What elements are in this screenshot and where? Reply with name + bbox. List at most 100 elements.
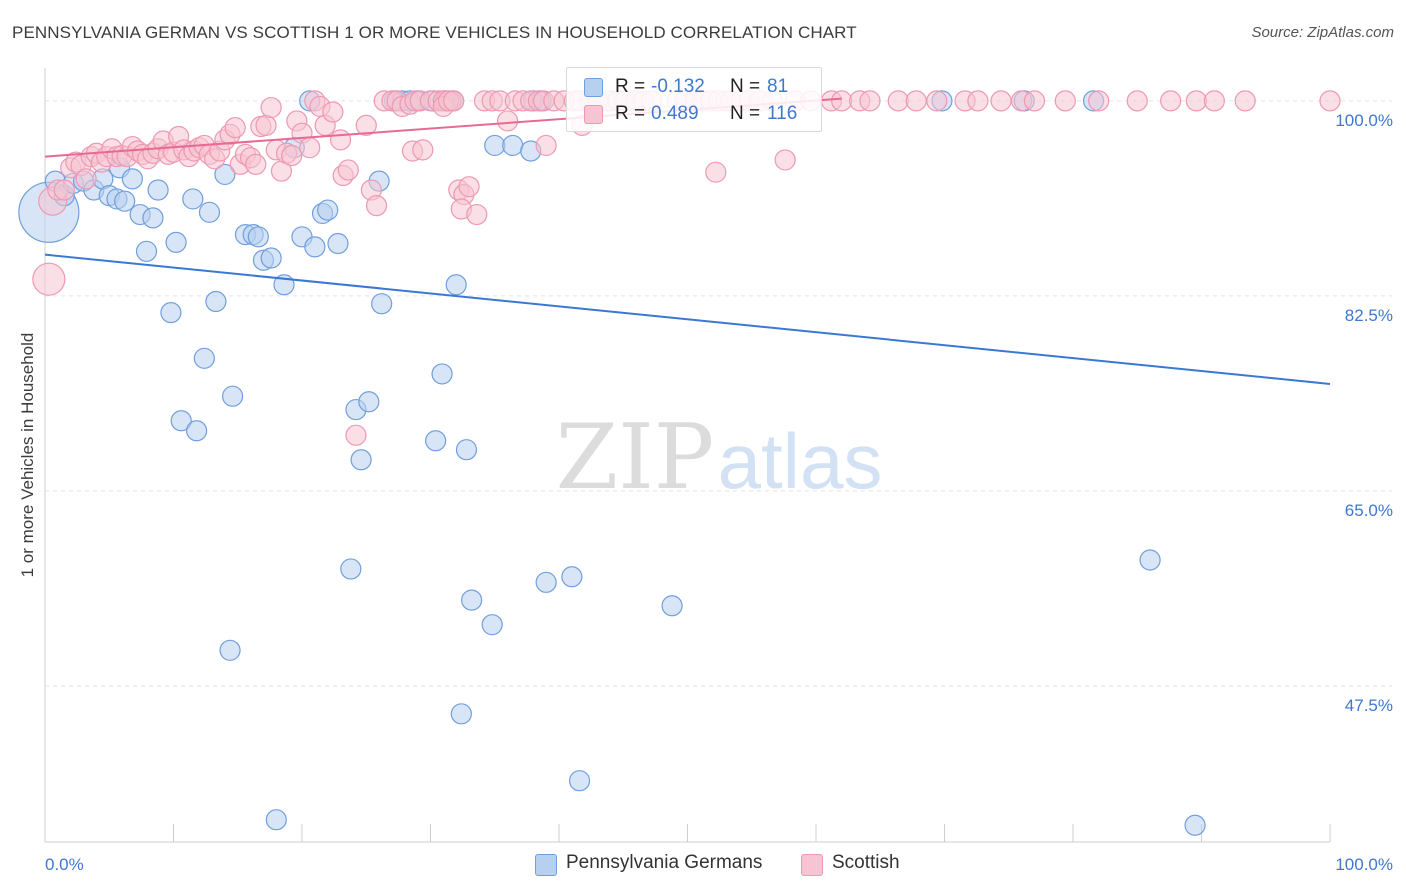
scottish-point [255, 114, 277, 136]
pennsylvania-germans-point [186, 420, 208, 442]
scottish-point [345, 424, 367, 446]
pennsylvania-germans-point [461, 589, 483, 611]
n-label: N = [730, 76, 761, 97]
series-legend: Pennsylvania Germans Scottish [0, 852, 1406, 878]
pennsylvania-germans-point [431, 363, 453, 385]
pennsylvania-germans-point [247, 226, 269, 248]
scottish-point [365, 195, 388, 217]
r-label: R = [615, 76, 646, 97]
scottish-point [53, 179, 75, 201]
pennsylvania-germans-point [260, 247, 282, 269]
scottish-point [1319, 90, 1341, 112]
pennsylvania-germans-point [304, 236, 326, 258]
legend-row-scottish: R = 0.489 N = 116 [567, 101, 821, 127]
pennsylvania-germans-point [170, 410, 192, 432]
tick-labels: 100.0% 82.5% 65.0% 47.5% 0.0% 100.0% [45, 111, 1393, 874]
scottish-point [281, 144, 303, 167]
pennsylvania-germans-point [561, 566, 583, 588]
scottish-point [1088, 90, 1110, 112]
n-label: N = [730, 103, 761, 124]
scottish-point [260, 96, 282, 119]
scottish-point [905, 90, 927, 112]
pennsylvania-germans-point [455, 439, 478, 461]
scottish-point [705, 161, 727, 183]
x-tick-label-min: 0.0% [45, 855, 84, 874]
n-value: 81 [767, 76, 789, 97]
r-value: -0.132 [651, 76, 705, 97]
scottish-point [859, 90, 881, 112]
pennsylvania-germans-point [135, 240, 158, 262]
source-label: Source: ZipAtlas.com [1251, 24, 1394, 41]
scottish-point [1203, 90, 1225, 112]
scottish-point [887, 90, 909, 112]
pennsylvania-germans-point [182, 188, 204, 210]
scottish-point [337, 159, 359, 181]
scottish-point [774, 149, 796, 171]
scottish-point [967, 90, 989, 112]
scottish-point [1234, 90, 1256, 112]
pennsylvania-germans-point [147, 179, 169, 201]
pennsylvania-germans-point [661, 595, 683, 617]
r-value: 0.489 [651, 103, 699, 124]
pennsylvania-germans-point [1184, 814, 1206, 836]
pennsylvania-germans-point [481, 614, 503, 636]
correlation-legend: R = -0.132 N = 81 R = 0.489 N = 116 [566, 67, 822, 132]
series-scottish [32, 90, 1341, 446]
pennsylvania-germans-point [317, 199, 339, 221]
pennsylvania-germans-point [445, 274, 467, 296]
scottish-point [355, 114, 377, 136]
watermark: ZIP atlas [556, 405, 883, 510]
scottish-point [412, 139, 434, 161]
pennsylvania-germans-point [142, 207, 164, 229]
y-tick-label: 47.5% [1345, 696, 1393, 715]
scottish-point [458, 176, 480, 198]
scottish-point [1126, 90, 1148, 112]
y-tick-label: 100.0% [1335, 111, 1393, 130]
scottish-point [466, 203, 488, 226]
scottish-point [224, 117, 246, 139]
legend-label: Pennsylvania Germans [566, 852, 763, 873]
watermark-atlas: atlas [718, 417, 883, 505]
pennsylvania-germans-point [425, 430, 447, 452]
legend-swatch-blue [535, 854, 557, 876]
scottish-point [443, 90, 465, 112]
pennsylvania-germans-point [198, 201, 221, 223]
x-tick-label-max: 100.0% [1335, 855, 1393, 874]
scottish-point [1054, 90, 1076, 112]
pennsylvania-germans-point [160, 302, 182, 324]
pennsylvania-germans-point [205, 290, 227, 313]
legend-swatch-blue [584, 78, 603, 97]
grid-lines [45, 100, 1392, 687]
pennsylvania-germans-point [121, 168, 143, 190]
pennsylvania-germans-point [165, 231, 187, 254]
pennsylvania-germans-point [193, 347, 215, 369]
legend-swatch-pink [584, 105, 603, 124]
scottish-point [1185, 90, 1207, 112]
pennsylvania-germans-point [484, 134, 506, 157]
pennsylvania-germans-point [114, 190, 136, 212]
pennsylvania-germans-point [502, 134, 524, 157]
chart-title: PENNSYLVANIA GERMAN VS SCOTTISH 1 OR MOR… [12, 23, 857, 42]
scottish-point [990, 90, 1012, 112]
legend-row-pennsylvania-germans: R = -0.132 N = 81 [567, 74, 821, 100]
legend-label: Scottish [832, 852, 900, 873]
scottish-point [497, 110, 519, 132]
scottish-point [1023, 90, 1046, 112]
pennsylvania-germans-point [219, 639, 241, 661]
n-value: 116 [767, 103, 798, 124]
scottish-point [32, 262, 66, 296]
pennsylvania-germans-point [371, 293, 393, 315]
pennsylvania-germans-point [222, 385, 244, 407]
pennsylvania-germans-point [568, 770, 591, 792]
axes [44, 68, 1331, 843]
scottish-point [1160, 90, 1182, 112]
r-label: R = [615, 103, 646, 124]
legend-swatch-pink [801, 854, 823, 876]
pennsylvania-germans-point [358, 391, 380, 413]
pennsylvania-germans-point [450, 703, 472, 725]
pennsylvania-germans-point [214, 163, 236, 186]
scottish-point [245, 153, 267, 175]
scottish-point [299, 137, 321, 159]
pennsylvania-germans-point [340, 558, 362, 580]
y-tick-label: 82.5% [1345, 306, 1393, 325]
